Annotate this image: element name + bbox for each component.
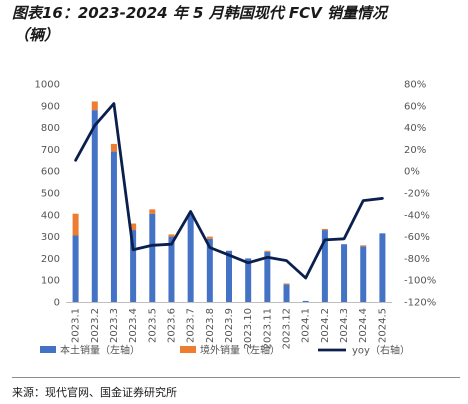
- x-tick-label: 2023.12: [282, 308, 293, 349]
- bar-domestic: [379, 233, 386, 302]
- bar-domestic: [341, 244, 348, 302]
- yoy-line: [74, 102, 384, 280]
- legend-swatch-overseas: [180, 346, 196, 353]
- bar-overseas: [206, 236, 213, 239]
- bar-domestic: [91, 110, 98, 302]
- bar-overseas: [91, 101, 98, 111]
- legend-swatch-domestic: [40, 346, 56, 353]
- bar-overseas: [72, 213, 79, 236]
- bar-domestic: [168, 236, 175, 302]
- y-left-tick-label: 800: [41, 123, 60, 134]
- x-tick-label: 2023.7: [186, 308, 197, 343]
- x-tick-label: 2023.5: [147, 308, 158, 343]
- y-right-tick-label: 0%: [404, 167, 420, 178]
- source-divider: [12, 377, 460, 378]
- y-right-tick-label: 80%: [404, 80, 426, 91]
- bar-domestic: [360, 246, 367, 302]
- y-left-tick-label: 300: [41, 232, 60, 243]
- bar-domestic: [72, 235, 79, 302]
- x-tick-label: 2023.9: [224, 308, 235, 343]
- legend-label-domestic: 本土销量（左轴）: [60, 344, 140, 357]
- y-right-tick-label: -100%: [404, 276, 436, 287]
- x-tick-label: 2023.4: [128, 308, 139, 343]
- y-left-tick-label: 700: [41, 145, 60, 156]
- bar-domestic: [149, 213, 156, 302]
- bar-overseas: [321, 228, 328, 231]
- y-right-tick-label: 20%: [404, 145, 426, 156]
- bar-domestic: [130, 230, 137, 302]
- y-left-tick-label: 900: [41, 101, 60, 112]
- bar-domestic: [245, 258, 252, 302]
- bar-overseas: [264, 250, 271, 252]
- source-note: 来源：现代官网、国金证券研究所: [12, 386, 177, 399]
- bar-domestic: [283, 284, 290, 302]
- x-tick-label: 2024.3: [339, 308, 350, 343]
- y-left-tick-label: 200: [41, 254, 60, 265]
- y-right-tick-label: -20%: [404, 189, 430, 200]
- y-right-tick-label: -40%: [404, 210, 430, 221]
- legend-label-overseas: 境外销量（左轴）: [200, 344, 280, 357]
- x-tick-label: 2023.3: [109, 308, 120, 343]
- y-right-tick-label: -120%: [404, 298, 436, 309]
- bar-domestic: [302, 300, 309, 302]
- bar-domestic: [206, 238, 213, 302]
- x-tick-label: 2023.11: [262, 308, 273, 349]
- x-tick-label: 2023.6: [166, 308, 177, 343]
- bar-domestic: [264, 251, 271, 302]
- bar-overseas: [168, 234, 175, 237]
- y-right-tick-label: -60%: [404, 232, 430, 243]
- y-left-tick-label: 0: [54, 298, 60, 309]
- x-tick-label: 2024.2: [320, 308, 331, 343]
- x-tick-label: 2023.1: [71, 308, 82, 343]
- chart-title-line2: （辆）: [14, 26, 60, 44]
- bar-overseas: [283, 283, 290, 285]
- y-right-tick-label: 60%: [404, 101, 426, 112]
- y-left-tick-label: 1000: [35, 80, 60, 91]
- chart-title-line1: 图表16：2023-2024 年 5 月韩国现代 FCV 销量情况: [12, 4, 388, 22]
- bar-domestic: [187, 214, 194, 302]
- x-tick-label: 2024.4: [358, 308, 369, 343]
- y-left-tick-label: 400: [41, 210, 60, 221]
- x-tick-label: 2024.1: [301, 308, 312, 343]
- x-tick-label: 2023.8: [205, 308, 216, 343]
- bar-overseas: [130, 223, 137, 231]
- y-left-tick-label: 100: [41, 276, 60, 287]
- bar-overseas: [110, 143, 117, 152]
- bar-overseas: [360, 245, 367, 247]
- x-tick-label: 2023.10: [243, 308, 254, 349]
- legend-label-yoy: yoy（右轴）: [352, 344, 410, 357]
- y-right-tick-label: -80%: [404, 254, 430, 265]
- bar-domestic: [226, 250, 232, 302]
- x-tick-label: 2024.5: [377, 308, 388, 343]
- y-right-tick-label: 40%: [404, 123, 426, 134]
- y-left-tick-label: 500: [41, 189, 60, 200]
- x-tick-label: 2023.2: [90, 308, 101, 343]
- chart-title: 图表16：2023-2024 年 5 月韩国现代 FCV 销量情况 （辆）: [12, 2, 462, 46]
- y-left-tick-label: 600: [41, 167, 60, 178]
- bar-overseas: [149, 209, 156, 214]
- bar-domestic: [110, 151, 117, 302]
- bar-domestic: [321, 230, 328, 302]
